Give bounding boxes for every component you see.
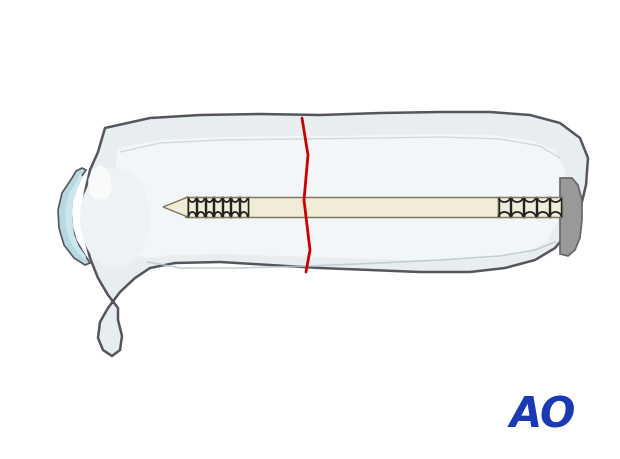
Polygon shape	[83, 112, 588, 356]
Ellipse shape	[80, 168, 150, 268]
Polygon shape	[88, 165, 112, 200]
Polygon shape	[58, 168, 90, 265]
FancyBboxPatch shape	[498, 197, 562, 217]
Polygon shape	[163, 197, 188, 217]
FancyBboxPatch shape	[248, 197, 498, 217]
Polygon shape	[560, 178, 582, 256]
Polygon shape	[65, 174, 86, 260]
Polygon shape	[110, 134, 565, 260]
FancyBboxPatch shape	[185, 197, 248, 217]
Text: AO: AO	[510, 394, 576, 436]
